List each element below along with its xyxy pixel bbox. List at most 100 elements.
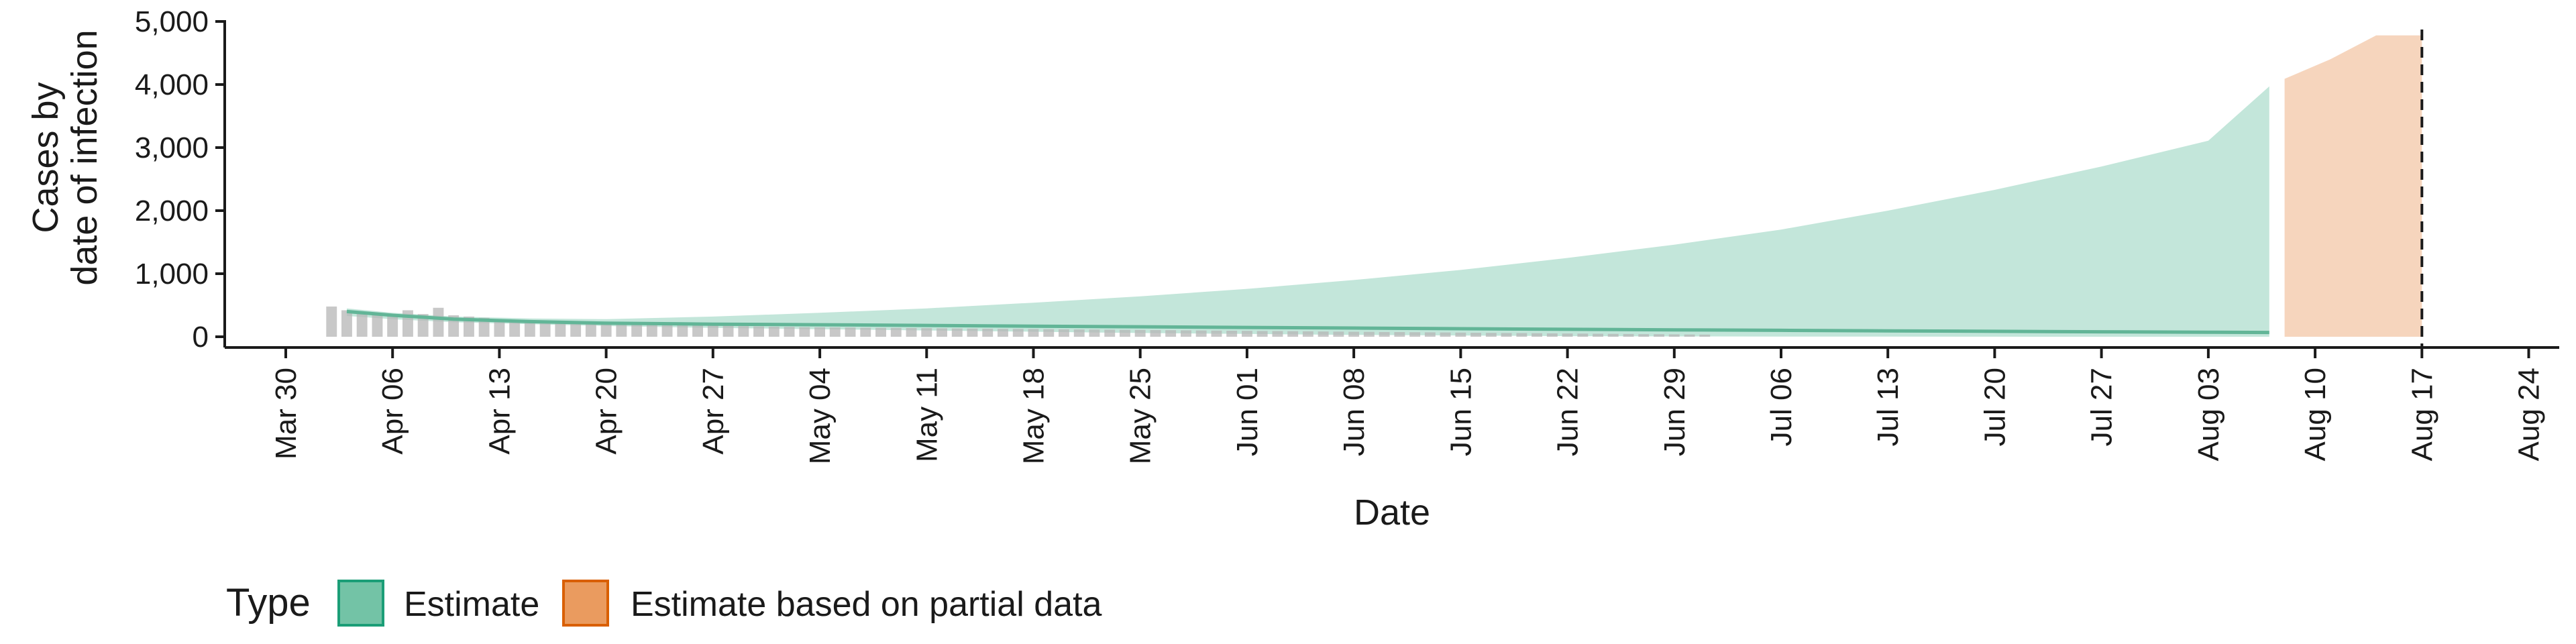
case-bar [1546, 333, 1558, 337]
case-bar [1256, 331, 1268, 337]
case-bar [1623, 333, 1634, 337]
case-bar [464, 316, 474, 337]
case-bar [1394, 332, 1405, 337]
case-bar [1089, 329, 1100, 337]
case-bar [1073, 329, 1085, 337]
case-bar [1668, 334, 1680, 337]
x-tick-label: Jul 20 [1978, 368, 2011, 446]
partial-data-band [2284, 35, 2422, 337]
y-tick-label: 2,000 [135, 195, 209, 227]
case-bar [1638, 334, 1650, 337]
case-bar [1302, 331, 1313, 337]
case-bar [1181, 330, 1191, 337]
x-tick-label: Jun 29 [1658, 368, 1691, 456]
case-bar [707, 325, 718, 337]
case-bar [845, 327, 856, 337]
case-bar [1562, 333, 1573, 337]
case-bar [1470, 333, 1481, 337]
case-bar [1211, 330, 1222, 337]
case-bar [768, 327, 780, 337]
case-bar [661, 325, 673, 337]
estimate-median-line [346, 309, 2269, 335]
case-bar [417, 314, 429, 337]
case-bar [372, 314, 383, 337]
case-bar [1409, 332, 1421, 337]
case-bar [1165, 330, 1177, 337]
case-bar [1043, 329, 1055, 337]
x-tick-label: Apr 20 [590, 368, 623, 455]
x-tick-label: Aug 24 [2513, 368, 2546, 461]
case-bar [1684, 334, 1695, 337]
case-bar [936, 328, 947, 337]
case-bar [570, 322, 582, 337]
legend-key-estimate [337, 580, 384, 627]
case-bar [585, 323, 596, 337]
x-tick-label: May 04 [804, 368, 837, 464]
y-tick-label: 5,000 [135, 5, 209, 38]
legend-label-partial: Estimate based on partial data [631, 585, 1102, 624]
case-bar [1699, 334, 1711, 337]
case-bar [1440, 332, 1451, 337]
case-bar [1195, 330, 1207, 337]
case-bar [1318, 331, 1329, 337]
case-bar [1287, 331, 1299, 337]
x-tick-label: Jul 13 [1872, 368, 1904, 446]
case-bar [1059, 329, 1069, 337]
x-axis-title: Date [1354, 492, 1430, 533]
case-bar [875, 327, 886, 337]
case-bar [1104, 329, 1116, 337]
legend: Type Estimate Estimate based on partial … [226, 580, 1102, 627]
case-bar [1501, 333, 1512, 337]
case-bar [1516, 333, 1527, 337]
case-bar [356, 313, 368, 337]
y-axis-ticks: 0 1,000 2,000 3,000 4,000 5,000 [135, 5, 225, 354]
case-bar [951, 328, 963, 337]
case-bar [1134, 329, 1146, 337]
x-tick-label: Jun 22 [1552, 368, 1585, 456]
legend-key-partial [562, 580, 609, 627]
x-tick-label: Mar 30 [270, 368, 303, 460]
case-bar [433, 307, 444, 337]
case-bar [1485, 333, 1497, 337]
legend-label-estimate: Estimate [404, 585, 539, 624]
case-bar [692, 325, 703, 337]
case-bar [1242, 331, 1252, 337]
case-bar [341, 310, 352, 337]
x-tick-label: May 11 [910, 368, 943, 462]
case-bar [860, 327, 871, 337]
y-axis-title-line-1: Cases by [25, 82, 66, 233]
case-bar [509, 320, 521, 337]
case-bar [524, 321, 535, 337]
case-bar [326, 306, 337, 337]
case-bar [829, 327, 841, 337]
case-bar [1455, 332, 1466, 337]
x-tick-label: Jun 08 [1338, 368, 1371, 456]
case-bar [814, 327, 825, 337]
x-tick-label: Jul 06 [1765, 368, 1798, 446]
case-bar [1348, 331, 1360, 337]
x-tick-label: Aug 10 [2299, 368, 2332, 461]
x-tick-label: Apr 13 [483, 368, 516, 455]
x-tick-label: Jul 27 [2086, 368, 2118, 446]
case-bar [921, 328, 932, 337]
x-tick-label: Jun 01 [1231, 368, 1264, 456]
case-bar [1593, 333, 1603, 337]
plot-area [326, 30, 2424, 347]
case-bar [1607, 333, 1619, 337]
case-bar [1150, 330, 1161, 337]
case-bar [646, 324, 657, 337]
case-bar [753, 326, 764, 337]
x-tick-label: Aug 17 [2406, 368, 2438, 461]
x-tick-label: May 18 [1018, 368, 1051, 464]
case-bar [784, 327, 795, 337]
case-bar [967, 328, 978, 337]
case-bar [539, 321, 551, 337]
case-bar [677, 325, 688, 337]
legend-title: Type [226, 581, 311, 625]
case-bar [890, 327, 902, 337]
y-tick-label: 1,000 [135, 258, 209, 290]
x-tick-label: Jun 15 [1444, 368, 1477, 456]
case-bar [1028, 329, 1039, 337]
x-axis-ticks: Mar 30 Apr 06 Apr 13 Apr 20 Apr 27 May 04 May … [270, 347, 2546, 464]
